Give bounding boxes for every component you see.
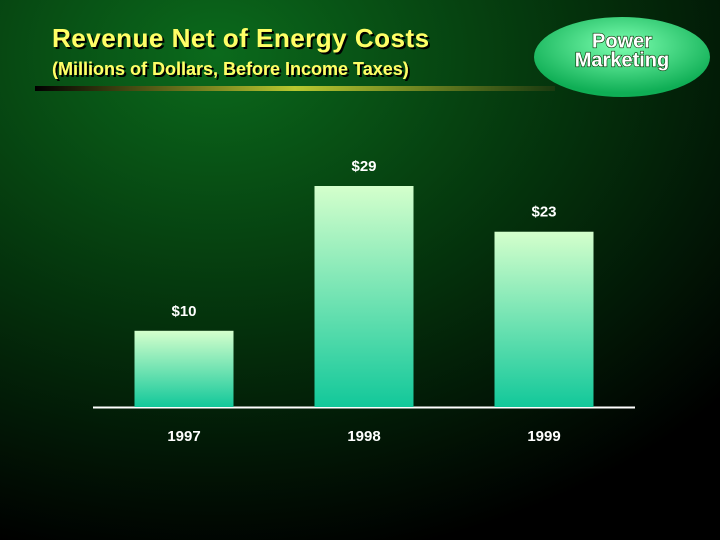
badge	[534, 17, 710, 97]
value-label: $29	[351, 158, 376, 175]
value-label: $23	[531, 204, 556, 221]
bar	[314, 186, 414, 407]
chart-subtitle: (Millions of Dollars, Before Income Taxe…	[52, 59, 409, 79]
x-tick-label: 1998	[347, 428, 380, 445]
badge-text: Marketing	[575, 49, 669, 71]
chart-title: Revenue Net of Energy Costs	[52, 23, 430, 53]
value-label: $10	[171, 303, 196, 320]
bar	[494, 231, 594, 407]
bar	[134, 330, 234, 407]
x-tick-label: 1997	[167, 428, 200, 445]
x-tick-label: 1999	[527, 428, 560, 445]
title-rule	[35, 86, 555, 91]
badge-text: Power	[592, 30, 652, 52]
